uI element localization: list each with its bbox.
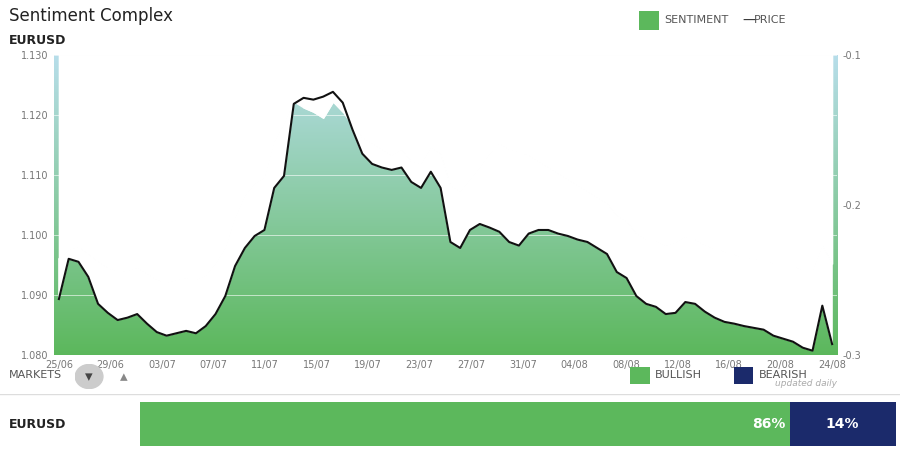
Text: EURUSD: EURUSD: [9, 418, 67, 431]
Text: BULLISH: BULLISH: [655, 370, 702, 380]
Text: BEARISH: BEARISH: [759, 370, 807, 380]
Circle shape: [76, 364, 103, 389]
Text: updated daily: updated daily: [775, 379, 837, 388]
Bar: [789, 402, 896, 446]
Bar: [140, 402, 789, 446]
Text: EURUSD: EURUSD: [9, 34, 67, 47]
Text: ▴: ▴: [121, 369, 128, 384]
Text: 86%: 86%: [752, 417, 785, 431]
Text: Sentiment Complex: Sentiment Complex: [9, 7, 173, 25]
Text: PRICE: PRICE: [754, 15, 787, 25]
Text: 14%: 14%: [826, 417, 860, 431]
Text: MARKETS: MARKETS: [9, 370, 62, 380]
Text: —: —: [742, 14, 756, 27]
Text: 1.09: 1.09: [848, 340, 876, 350]
Text: ▾: ▾: [86, 369, 93, 384]
Text: SENTIMENT: SENTIMENT: [664, 15, 728, 25]
